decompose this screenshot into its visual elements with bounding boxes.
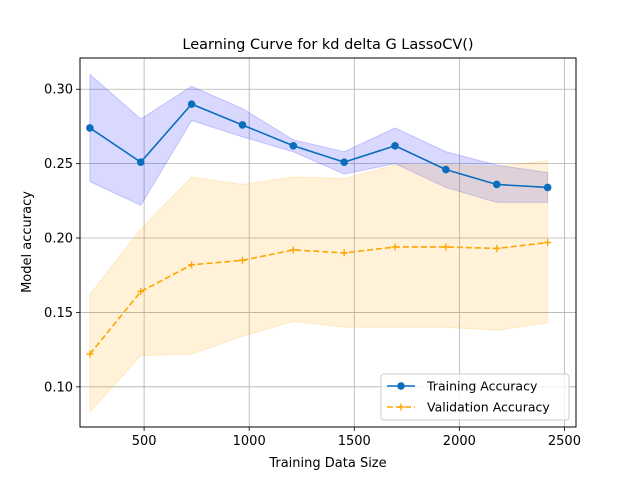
validation-point [86,350,94,358]
legend-validation-label: Validation Accuracy [427,400,550,415]
x-tick-label: 1500 [338,434,371,449]
legend-validation-marker [397,403,405,411]
training-confidence-band [89,73,549,206]
training-point [442,165,450,174]
training-point [340,158,348,166]
y-tick-label: 0.30 [44,83,73,98]
validation-point [544,239,552,246]
x-tick-label: 500 [132,434,157,449]
validation-point [137,288,145,296]
validation-point [188,261,196,269]
legend: Training Accuracy Validation Accuracy [380,373,570,421]
validation-accuracy-line [89,241,548,355]
series-lines [89,103,548,355]
training-point [543,183,552,192]
training-point [187,100,196,108]
training-point [136,158,145,166]
validation-confidence-band [89,160,549,414]
validation-point [289,246,297,254]
legend-training-label: Training Accuracy [426,379,538,394]
training-point [289,141,298,150]
y-tick-label: 0.25 [44,157,73,172]
training-point [391,141,399,150]
training-accuracy-line [89,103,548,189]
x-tick-label: 2500 [548,434,581,449]
chart-title: Learning Curve for kd delta G LassoCV() [182,37,473,53]
validation-point [391,243,399,251]
y-tick-label: 0.10 [44,380,73,395]
series-markers [86,100,552,358]
y-tick-label: 0.15 [44,306,73,321]
y-tick-label: 0.20 [44,232,73,247]
grid [80,58,576,427]
x-tick-label: 1000 [233,434,266,449]
training-point [86,124,94,132]
confidence-bands [89,73,549,414]
plot-frame [79,57,577,428]
validation-point [442,243,450,251]
validation-point [340,249,348,257]
validation-point [493,244,501,252]
validation-point [238,256,246,264]
training-point [238,121,247,129]
training-point [492,180,501,189]
x-axis-label: Training Data Size [268,456,386,471]
y-axis-label: Model accuracy [20,191,35,293]
x-tick-label: 2000 [443,434,476,449]
legend-box [380,373,570,421]
axis-ticks: 500 1000 1500 2000 2500 0.10 0.15 0.20 0.25 0.30 [44,83,581,449]
legend-training-marker [397,382,405,390]
